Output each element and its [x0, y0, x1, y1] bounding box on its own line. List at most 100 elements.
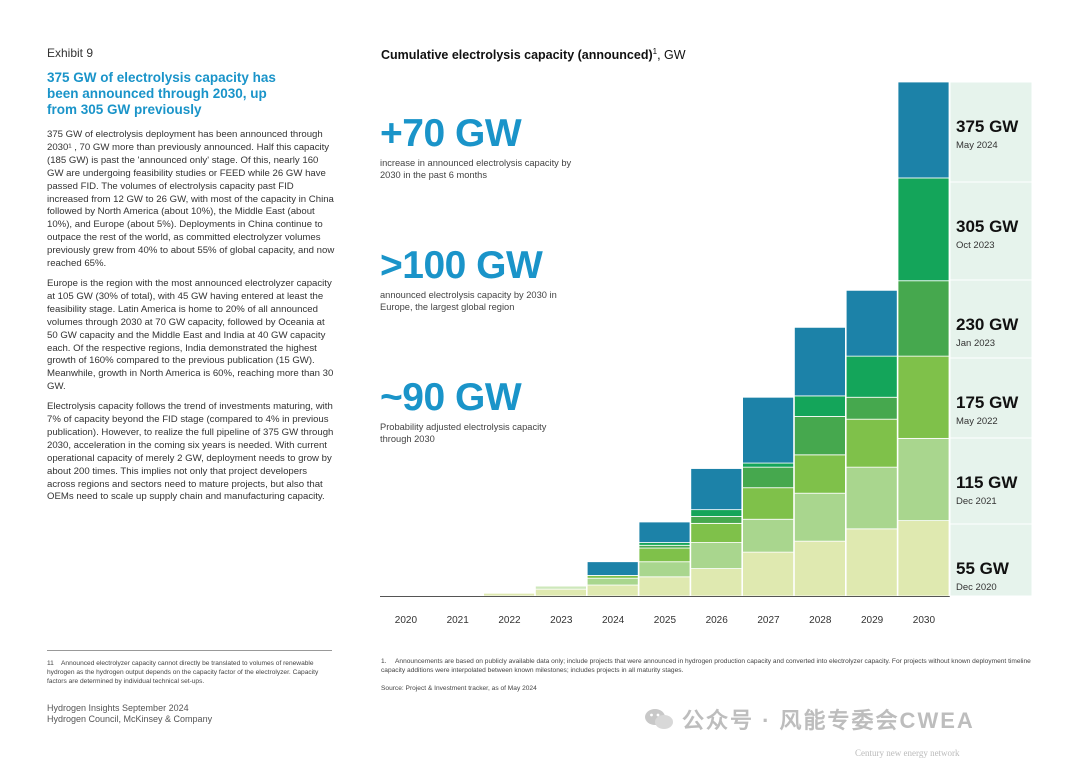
watermark-text: 公众号 · 风能专委会CWEA — [682, 708, 975, 733]
chart-title: Cumulative electrolysis capacity (announ… — [381, 47, 686, 62]
body-text: 375 GW of electrolysis deployment has be… — [47, 129, 337, 504]
bar-segment-2030-5 — [897, 81, 950, 179]
watermark-subtext: Century new energy network — [855, 748, 960, 758]
bar-segment-2025-1 — [638, 561, 691, 578]
stat-1-value: +70 GW — [380, 112, 522, 155]
bar-segment-2026-2 — [690, 522, 743, 543]
chart-title-unit: , GW — [657, 48, 686, 63]
bar-segment-2028-2 — [794, 454, 846, 494]
bar-segment-2029-5 — [845, 289, 898, 357]
x-tick-label: 2024 — [602, 615, 625, 626]
stat-1-description: increase in announced electrolysis capac… — [380, 158, 572, 180]
x-tick-label: 2022 — [498, 615, 521, 626]
bar-segment-2030-3 — [897, 280, 950, 357]
wechat-icon — [645, 709, 673, 729]
x-tick-label: 2020 — [395, 615, 418, 626]
chart-footnote: 1. Announcements are based on publicly av… — [381, 657, 1031, 675]
legend-value-5: 55 GW — [956, 559, 1010, 578]
legend-block-1 — [949, 181, 1033, 281]
chart-title-bold: Cumulative electrolysis capacity (announ… — [381, 48, 653, 63]
bar-segment-2025-3 — [638, 544, 691, 549]
bar-segment-2028-4 — [794, 395, 846, 417]
chart-footnote-text: Announcements are based on publicly avai… — [381, 658, 1031, 674]
x-tick-label: 2028 — [809, 615, 832, 626]
bar-segment-2027-2 — [742, 487, 794, 520]
stat-3-value: ~90 GW — [380, 376, 522, 419]
bar-segment-2027-4 — [742, 462, 794, 468]
x-tick-label: 2029 — [861, 615, 884, 626]
chart-title-footnote-marker: 1 — [652, 47, 658, 56]
x-tick-label: 2023 — [550, 615, 573, 626]
bar-segment-2027-3 — [742, 466, 794, 489]
bar-segment-2027-0 — [742, 551, 794, 597]
bar-segment-2023-0 — [535, 588, 587, 597]
stat-callout-2: >100 GW announced electrolysis capacity … — [380, 246, 580, 313]
legend-value-2: 230 GW — [956, 315, 1019, 334]
legend-date-0: May 2024 — [956, 140, 998, 151]
legend-block-4 — [949, 437, 1033, 525]
bar-segment-2028-3 — [794, 416, 846, 456]
legend-date-1: Oct 2023 — [956, 240, 995, 251]
bar-segment-2026-0 — [690, 568, 743, 597]
bar-segment-2022-0 — [483, 592, 536, 597]
x-tick-label: 2026 — [706, 615, 729, 626]
bar-segment-2025-2 — [638, 547, 691, 563]
legend-date-5: Dec 2020 — [956, 582, 997, 593]
bar-segment-2024-0 — [586, 584, 639, 597]
legend-block-0 — [949, 81, 1033, 183]
publisher: Hydrogen Council, McKinsey & Company — [47, 714, 213, 724]
x-tick-label: 2030 — [913, 615, 936, 626]
legend-block-3 — [949, 357, 1033, 439]
left-footnote-text: Announced electrolyzer capacity cannot d… — [47, 660, 319, 685]
bar-segment-2030-4 — [897, 177, 950, 282]
bar-segment-2030-1 — [897, 437, 950, 522]
bar-segment-2028-5 — [794, 326, 846, 397]
bar-segment-2020-0 — [379, 594, 432, 597]
stat-callout-1: +70 GW increase in announced electrolysi… — [380, 114, 580, 181]
bar-segment-2027-5 — [742, 396, 794, 464]
bar-segment-2026-3 — [690, 516, 743, 524]
chart-footnote-number: 1. — [381, 658, 387, 665]
left-column: Exhibit 9 375 GW of electrolysis capacit… — [47, 46, 337, 511]
x-tick-label: 2025 — [654, 615, 677, 626]
watermark: 公众号 · 风能专委会CWEA — [644, 703, 975, 735]
stat-2-value: >100 GW — [380, 244, 543, 287]
bar-segment-2028-1 — [794, 492, 846, 542]
legend-block-2 — [949, 279, 1033, 359]
publication-info: Hydrogen Insights September 2024 Hydroge… — [47, 703, 212, 725]
bar-segment-2030-0 — [897, 520, 950, 597]
x-tick-label: 2027 — [757, 615, 780, 626]
stat-3-description: Probability adjusted electrolysis capaci… — [380, 422, 547, 444]
bar-segment-2023-2 — [535, 586, 587, 589]
body-paragraph-1: 375 GW of electrolysis deployment has be… — [47, 129, 335, 270]
stat-2-description: announced electrolysis capacity by 2030 … — [380, 290, 557, 312]
legend-date-4: Dec 2021 — [956, 496, 997, 507]
legend-value-3: 175 GW — [956, 393, 1019, 412]
bar-segment-2025-4 — [638, 542, 691, 546]
bar-segment-2024-5 — [586, 561, 639, 576]
legend-date-2: Jan 2023 — [956, 338, 995, 349]
chart-source: Source: Project & Investment tracker, as… — [381, 685, 537, 692]
legend-value-0: 375 GW — [956, 117, 1019, 136]
bar-segment-2029-1 — [845, 466, 898, 530]
body-paragraph-2: Europe is the region with the most annou… — [47, 277, 334, 393]
legend-value-4: 115 GW — [956, 473, 1018, 492]
bar-segment-2024-2 — [586, 575, 639, 579]
bar-segment-2024-1 — [586, 577, 639, 586]
bar-segment-2027-1 — [742, 518, 794, 553]
legend-value-1: 305 GW — [956, 217, 1019, 236]
legend-date-3: May 2022 — [956, 416, 998, 427]
bar-segment-2026-4 — [690, 509, 743, 517]
bar-segment-2026-5 — [690, 468, 743, 511]
x-tick-label: 2021 — [447, 615, 470, 626]
bar-segment-2030-2 — [897, 355, 950, 439]
stat-callout-3: ~90 GW Probability adjusted electrolysis… — [380, 378, 580, 445]
bar-segment-2029-0 — [845, 528, 898, 597]
body-paragraph-3: Electrolysis capacity follows the trend … — [47, 401, 334, 503]
bar-segment-2021-0 — [431, 594, 484, 597]
headline: 375 GW of electrolysis capacity has been… — [47, 70, 276, 117]
bar-segment-2026-1 — [690, 542, 743, 569]
bar-segment-2025-0 — [638, 576, 691, 597]
exhibit-label: Exhibit 9 — [47, 46, 94, 60]
